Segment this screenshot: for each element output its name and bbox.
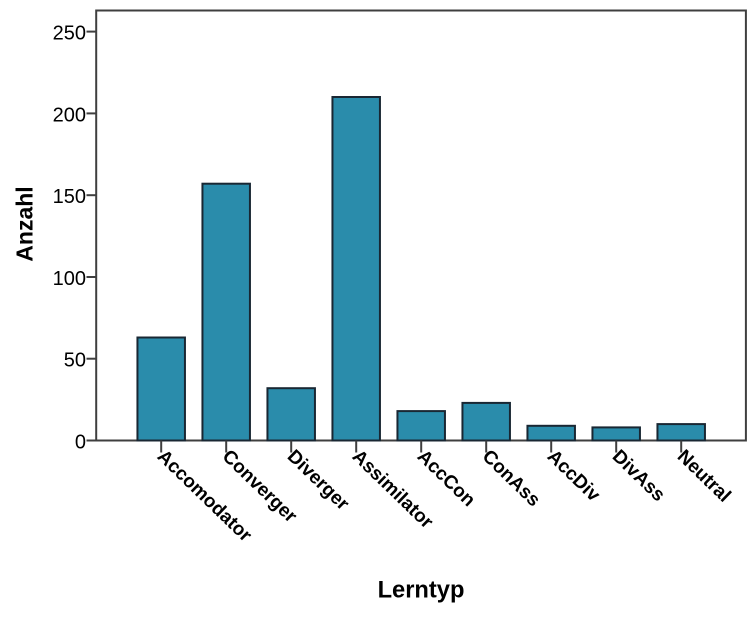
svg-text:Anzahl: Anzahl <box>12 186 38 261</box>
svg-text:100: 100 <box>53 268 86 290</box>
svg-text:50: 50 <box>64 350 86 372</box>
svg-text:0: 0 <box>75 432 86 454</box>
svg-text:250: 250 <box>53 23 86 45</box>
svg-text:200: 200 <box>53 104 86 126</box>
svg-text:Lerntyp: Lerntyp <box>378 578 465 604</box>
svg-text:150: 150 <box>53 186 86 208</box>
